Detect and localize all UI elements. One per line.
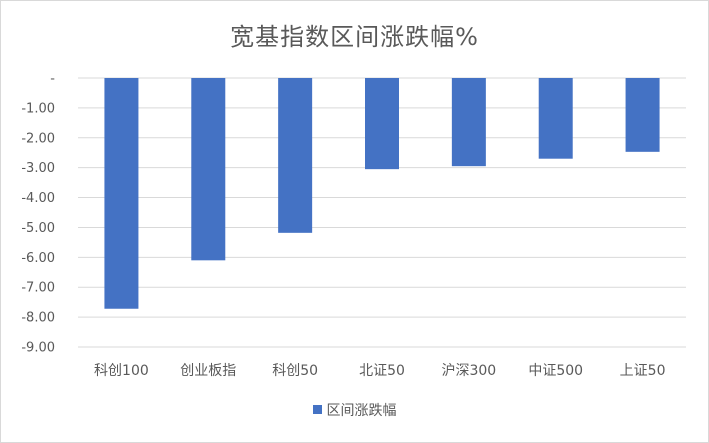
bar — [625, 78, 660, 152]
chart-title: 宽基指数区间涨跌幅% — [230, 23, 479, 51]
x-category-label: 科创100 — [94, 363, 149, 379]
bar — [278, 78, 313, 233]
y-tick-label: -4.00 — [21, 191, 55, 206]
x-category-label: 科创50 — [272, 363, 318, 379]
x-category-label: 沪深300 — [441, 363, 496, 379]
bar — [538, 78, 573, 159]
y-tick-label: -7.00 — [21, 281, 55, 296]
bar — [191, 78, 226, 261]
bar — [104, 78, 139, 309]
x-category-label: 上证50 — [620, 363, 666, 379]
y-tick-label: -8.00 — [21, 311, 55, 326]
y-tick-label: -2.00 — [21, 131, 55, 146]
y-tick-label: -5.00 — [21, 221, 55, 236]
y-tick-label: -3.00 — [21, 161, 55, 176]
bar — [365, 78, 399, 170]
y-tick-label: -9.00 — [21, 341, 55, 356]
x-category-label: 创业板指 — [180, 363, 236, 379]
x-category-label: 中证500 — [528, 363, 583, 379]
legend: 区间涨跌幅 — [0, 400, 709, 420]
legend-swatch — [312, 405, 322, 414]
y-tick-label: -6.00 — [21, 251, 55, 266]
x-category-label: 北证50 — [359, 363, 405, 379]
y-tick-label: -1.00 — [21, 101, 55, 116]
bar — [451, 78, 486, 167]
legend-label: 区间涨跌幅 — [326, 403, 397, 419]
y-tick-label: - — [50, 72, 55, 87]
